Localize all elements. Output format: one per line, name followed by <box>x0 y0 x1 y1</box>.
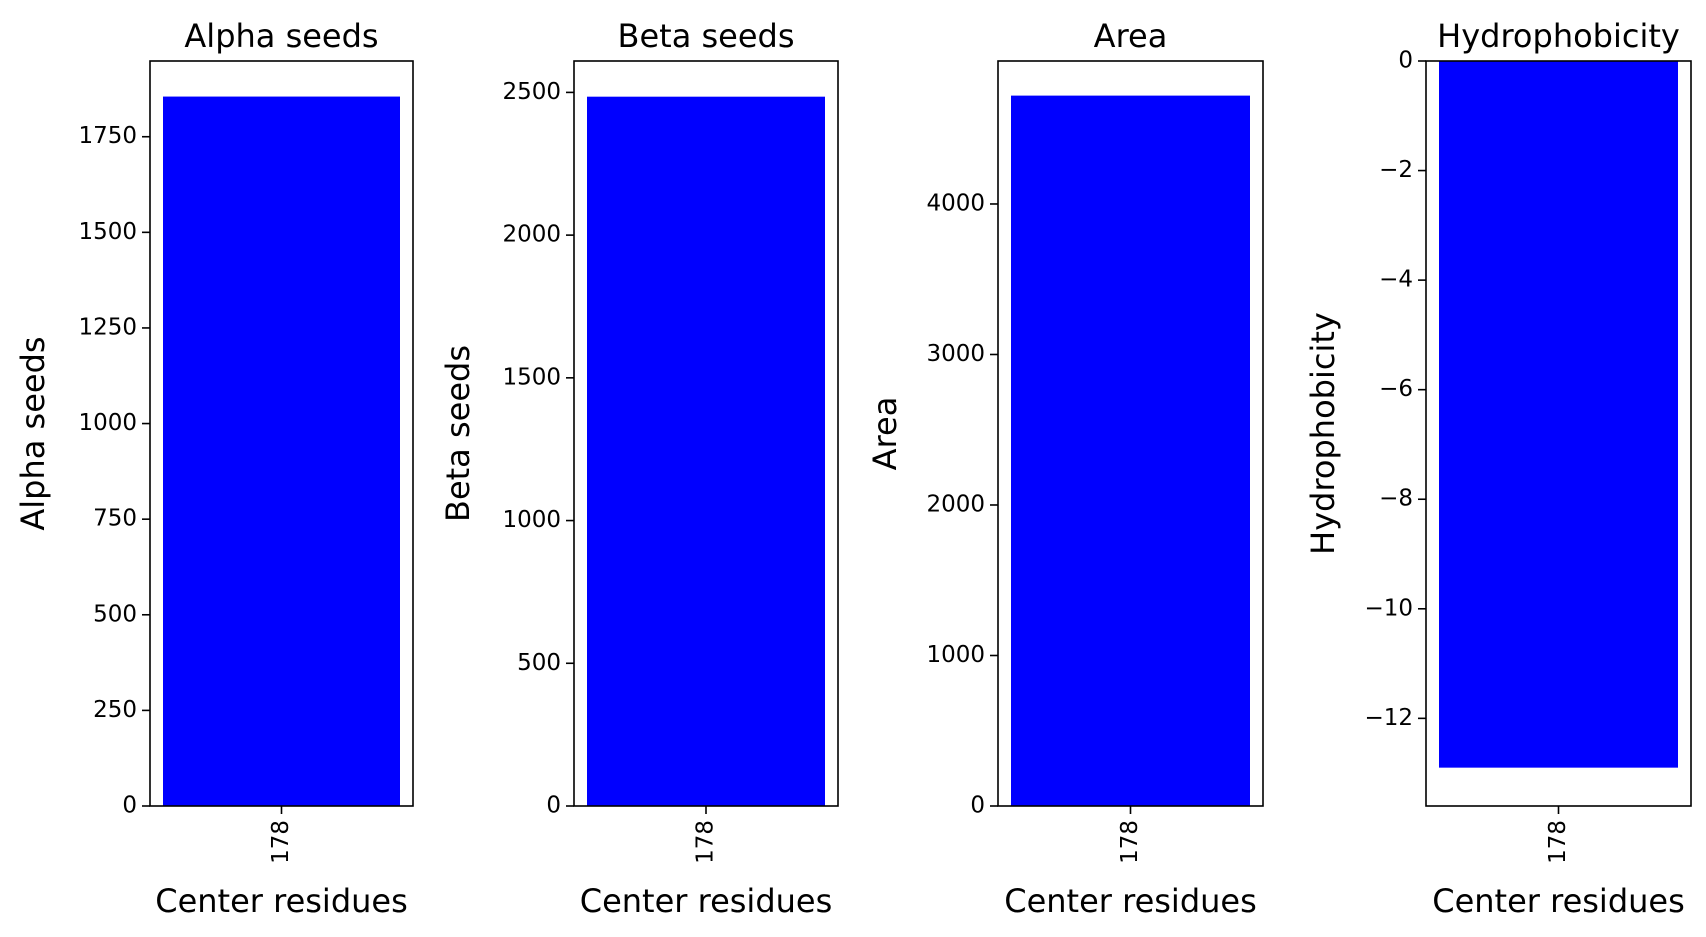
subplot-3: 178 0 1000 2000 3000 4000 Area Center residues A… <box>866 17 1264 920</box>
subplot-title: Area <box>1094 17 1168 55</box>
subplot-1: 178 0 250 500 750 1000 1250 1500 1750 Alpha seeds… <box>14 17 414 920</box>
y-tick-label: −2 <box>1379 157 1413 183</box>
x-axis-label: Center residues <box>1432 882 1685 920</box>
bar <box>587 96 825 807</box>
y-tick-label: 0 <box>1398 48 1413 74</box>
axes-frame <box>1425 60 1692 807</box>
y-tick-label: 1500 <box>502 364 561 390</box>
subplot-title: Alpha seeds <box>184 17 378 55</box>
subplot-title: Hydrophobicity <box>1437 17 1680 55</box>
y-tick-label: 2000 <box>926 491 985 517</box>
y-tick-label: 500 <box>517 650 561 676</box>
y-tick-label: 0 <box>970 793 985 819</box>
subplot-2: 178 0 500 1000 1500 2000 2500 Beta seeds Center … <box>439 17 839 920</box>
y-axis-label: Hydrophobicity <box>1304 312 1342 555</box>
x-tick-label: 178 <box>268 820 294 864</box>
y-tick-label: −12 <box>1364 705 1413 731</box>
y-axis-label: Beta seeds <box>439 345 477 522</box>
y-tick-label: 4000 <box>926 190 985 216</box>
y-tick-label: 1750 <box>78 123 137 149</box>
subplot-4: 178 0 −2 −4 −6 −8 −10 −12 Hydrophobicity Center r… <box>1304 17 1692 920</box>
y-tick-label: 1000 <box>926 642 985 668</box>
y-tick-label: 0 <box>122 793 137 819</box>
y-tick-label: −10 <box>1364 595 1413 621</box>
axes-frame <box>149 60 414 807</box>
y-tick-label: 2000 <box>502 222 561 248</box>
y-tick-label: 500 <box>93 601 137 627</box>
bar <box>163 96 400 806</box>
x-tick-label: 178 <box>1545 820 1571 864</box>
y-axis-label: Area <box>866 397 904 471</box>
x-tick-label: 178 <box>1117 820 1143 864</box>
subplot-title: Beta seeds <box>618 17 795 55</box>
y-tick-label: −4 <box>1379 267 1413 293</box>
x-axis-label: Center residues <box>580 882 833 920</box>
y-tick-label: 250 <box>93 697 137 723</box>
axes-frame <box>573 60 839 807</box>
y-tick-label: 2500 <box>502 79 561 105</box>
y-tick-label: 1250 <box>78 314 137 340</box>
axes-frame <box>997 60 1264 807</box>
bar <box>1439 61 1678 768</box>
y-tick-label: 750 <box>93 506 137 532</box>
y-tick-label: 0 <box>546 793 561 819</box>
y-tick-label: 1000 <box>502 507 561 533</box>
bar <box>1011 95 1250 807</box>
y-tick-label: −8 <box>1379 486 1413 512</box>
y-tick-label: 1000 <box>78 410 137 436</box>
x-tick-label: 178 <box>693 820 719 864</box>
y-tick-label: −6 <box>1379 376 1413 402</box>
y-tick-label: 1500 <box>78 219 137 245</box>
x-axis-label: Center residues <box>1004 882 1257 920</box>
y-axis-label: Alpha seeds <box>14 336 52 530</box>
y-tick-label: 3000 <box>926 341 985 367</box>
x-axis-label: Center residues <box>155 882 408 920</box>
